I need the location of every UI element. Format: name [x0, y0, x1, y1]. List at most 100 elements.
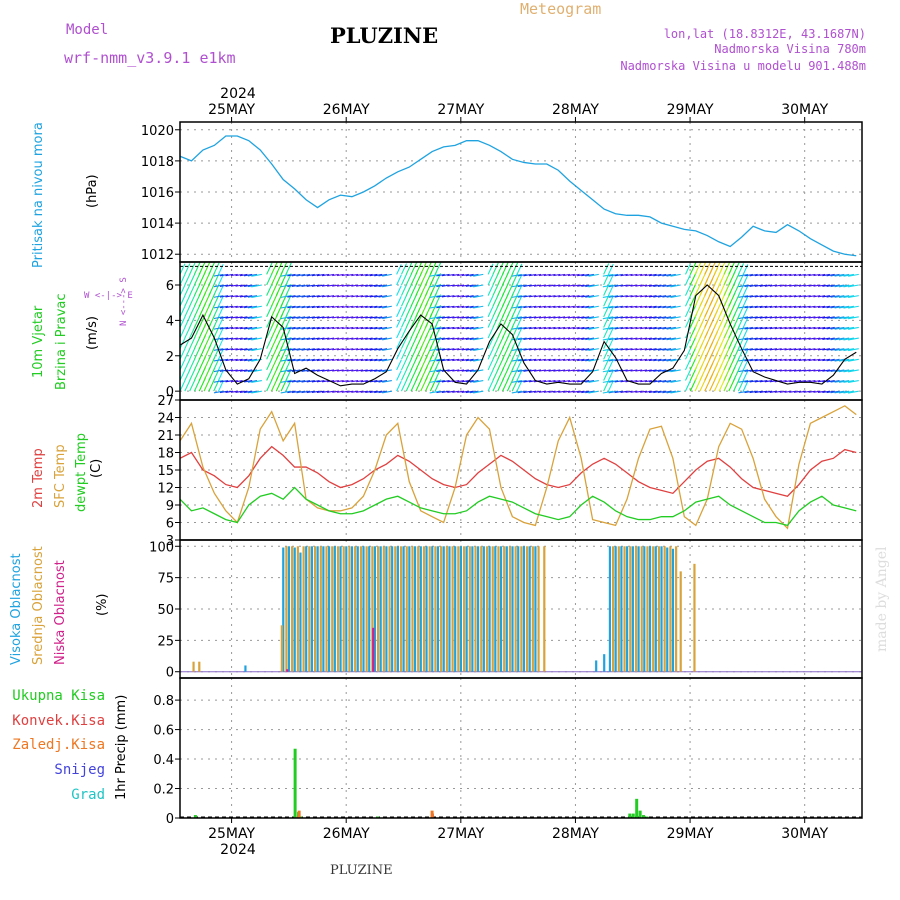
wind-arrow	[213, 379, 224, 383]
wind-arrow	[341, 295, 349, 298]
wind-arrow	[813, 337, 821, 340]
wind-arrow	[588, 295, 599, 298]
wind-arrow	[447, 305, 455, 309]
total-precip-bar	[631, 813, 635, 818]
wind-arrow	[784, 326, 792, 330]
mid-cloud-bar	[537, 546, 540, 672]
wind-arrow	[630, 305, 638, 308]
wind-arrow	[193, 304, 201, 318]
wind-arrow	[356, 295, 364, 298]
wind-arrow	[341, 358, 349, 362]
wind-arrow	[653, 369, 662, 372]
wind-arrow	[203, 262, 211, 275]
wind-arrow	[382, 316, 392, 320]
wind-arrow	[291, 337, 301, 341]
wind-arrow	[517, 273, 527, 277]
wind-arrow	[346, 273, 354, 277]
wind-arrow	[764, 379, 773, 383]
wind-arrow	[657, 316, 667, 319]
y-tick-label: 100	[149, 540, 174, 555]
wind-arrow	[429, 337, 441, 341]
wind-arrow	[487, 380, 494, 392]
wind-arrow	[213, 326, 224, 330]
wind-arrow	[218, 338, 224, 349]
wind-arrow	[553, 358, 561, 362]
wind-arrow	[603, 369, 610, 381]
wind-arrow	[497, 325, 505, 339]
wind-arrow	[838, 369, 850, 373]
high-cloud-bar	[528, 546, 531, 672]
mid-cloud-bar	[693, 563, 696, 672]
wind-arrow	[405, 273, 413, 286]
wind-arrow	[447, 326, 455, 330]
wind-arrow	[316, 358, 325, 362]
wind-arrow	[548, 316, 556, 319]
wind-arrow	[793, 284, 802, 287]
wind-arrow	[798, 295, 806, 298]
wind-arrow	[803, 284, 811, 287]
panel-frame	[179, 677, 863, 819]
wind-arrow	[396, 338, 402, 349]
wind-arrow	[588, 369, 599, 373]
watermark: made by Angel	[874, 546, 890, 652]
wind-arrow	[218, 317, 224, 328]
wind-arrow	[291, 273, 301, 277]
high-cloud-bar	[488, 546, 491, 672]
wind-arrow	[630, 390, 638, 393]
wind-arrow	[336, 284, 344, 287]
mid-cloud-bar	[365, 546, 368, 672]
wind-arrow	[640, 369, 648, 372]
wind-arrow	[341, 379, 349, 383]
wind-arrow	[316, 369, 325, 372]
wind-arrow	[213, 262, 220, 275]
wind-arrow	[321, 348, 330, 351]
wind-arrow	[848, 273, 859, 277]
wind-arrow	[441, 305, 450, 309]
wind-arrow	[640, 305, 648, 308]
wind-arrow	[826, 273, 835, 277]
wind-arrow	[247, 326, 258, 330]
wind-arrow	[648, 390, 657, 394]
wind-arrow	[793, 369, 802, 372]
wind-arrow	[779, 284, 787, 287]
wind-arrow	[327, 348, 335, 351]
y-tick-label: 1014	[141, 217, 174, 232]
wind-arrow	[630, 358, 638, 362]
wind-arrow	[213, 369, 224, 373]
wind-arrow	[473, 379, 484, 383]
wind-arrow	[351, 295, 359, 298]
wind-arrow	[180, 369, 186, 381]
wind-arrow	[817, 284, 826, 287]
wind-arrow	[457, 379, 465, 383]
wind-arrow	[581, 284, 590, 287]
wind-arrow	[469, 305, 479, 309]
wind-arrow	[577, 295, 585, 298]
wind-arrow	[533, 295, 542, 298]
wind-arrow	[511, 390, 522, 394]
high-cloud-bar	[419, 546, 422, 672]
wind-arrow	[251, 273, 262, 277]
wind-arrow	[235, 348, 243, 351]
high-cloud-bar	[293, 547, 296, 672]
wind-arrow	[543, 348, 551, 351]
wind-arrow	[640, 358, 648, 362]
wind-arrow	[538, 390, 546, 393]
wind-arrow	[577, 358, 585, 362]
high-cloud-bar	[671, 548, 675, 672]
wind-arrow	[332, 358, 339, 362]
wind-arrow	[630, 295, 638, 298]
wind-arrow	[287, 390, 296, 394]
wind-arrow	[548, 358, 556, 362]
wind-arrow	[473, 305, 484, 309]
wind-arrow	[635, 316, 643, 319]
wind-arrow	[754, 284, 763, 287]
wind-arrow	[287, 326, 296, 330]
wind-arrow	[834, 295, 845, 298]
wind-arrow	[243, 284, 253, 287]
wind-arrow	[607, 316, 614, 328]
wind-arrow	[523, 348, 532, 351]
wind-arrow	[219, 358, 229, 362]
wind-arrow	[644, 316, 652, 319]
wind-arrow	[822, 295, 831, 298]
mid-cloud-bar	[663, 546, 666, 672]
